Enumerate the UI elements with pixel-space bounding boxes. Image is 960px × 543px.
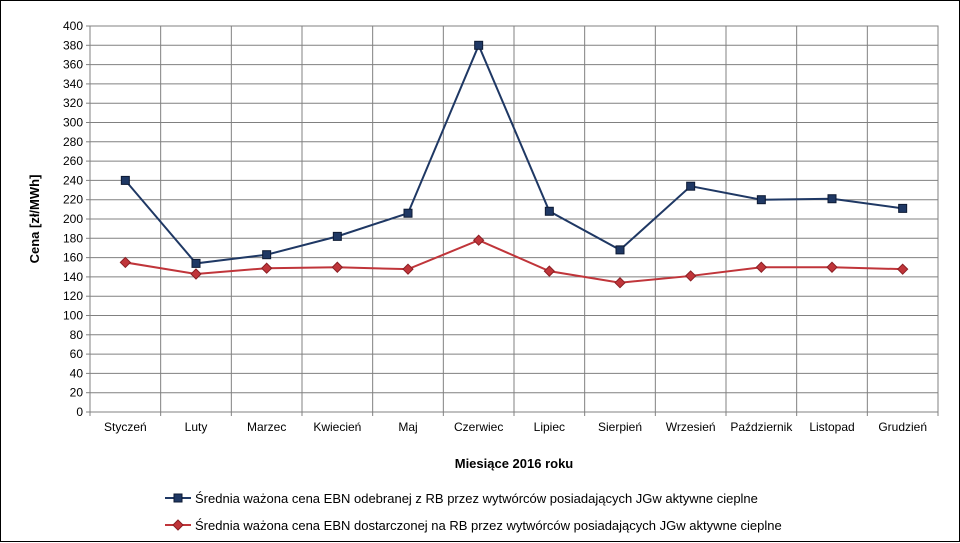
y-tick-label: 360 bbox=[63, 58, 83, 72]
y-tick-label: 240 bbox=[63, 173, 83, 187]
series-1-point bbox=[898, 203, 908, 213]
series-1-point bbox=[615, 245, 625, 255]
series-2-point bbox=[543, 265, 556, 277]
series-2-point bbox=[331, 261, 344, 273]
series-2-point bbox=[684, 270, 697, 282]
series-line-1 bbox=[124, 42, 903, 265]
y-tick-label: 80 bbox=[70, 328, 84, 342]
series-2-point bbox=[119, 256, 132, 269]
y-axis-title: Cena [zł/MWh] bbox=[27, 175, 42, 264]
series-1-point bbox=[403, 208, 413, 218]
x-tick-label: Sierpień bbox=[598, 420, 642, 434]
legend-label-2: Średnia ważona cena EBN dostarczonej na … bbox=[195, 518, 782, 533]
y-tick-label: 280 bbox=[63, 135, 83, 149]
y-tick-label: 40 bbox=[70, 366, 84, 380]
y-tick-label: 100 bbox=[63, 309, 83, 323]
series-1-point bbox=[191, 258, 201, 268]
series-2-point bbox=[614, 276, 626, 289]
x-axis-title: Miesiące 2016 roku bbox=[455, 456, 574, 471]
x-tick-label: Luty bbox=[185, 420, 208, 434]
legend-label-1: Średnia ważona cena EBN odebranej z RB p… bbox=[195, 491, 758, 506]
x-tick-label: Lipiec bbox=[534, 420, 565, 434]
series-1-point bbox=[827, 194, 837, 204]
y-tick-label: 220 bbox=[63, 193, 83, 207]
x-tick-label: Styczeń bbox=[104, 420, 147, 434]
y-tick-label: 320 bbox=[63, 96, 83, 110]
series-1-point bbox=[686, 181, 696, 191]
series-2-point bbox=[826, 261, 838, 273]
series-1-point bbox=[544, 206, 554, 216]
y-tick-label: 140 bbox=[63, 270, 83, 284]
x-tick-label: Maj bbox=[398, 420, 417, 434]
x-tick-label: Listopad bbox=[809, 420, 854, 434]
legend-marker-2 bbox=[172, 519, 184, 531]
series-2-point bbox=[402, 263, 414, 275]
y-tick-label: 0 bbox=[76, 405, 83, 419]
series-2-point bbox=[472, 234, 485, 246]
series-2-point bbox=[896, 263, 909, 275]
series-1-point bbox=[474, 40, 484, 50]
series-1-point bbox=[120, 175, 130, 185]
series-2-point bbox=[260, 262, 273, 274]
y-tick-label: 160 bbox=[63, 251, 83, 265]
y-tick-label: 120 bbox=[63, 289, 83, 303]
x-tick-label: Kwiecień bbox=[313, 420, 361, 434]
y-tick-label: 400 bbox=[63, 19, 83, 33]
series-2-point bbox=[190, 268, 202, 280]
x-tick-label: Wrzesień bbox=[666, 420, 716, 434]
y-tick-label: 300 bbox=[63, 116, 83, 130]
series-line-2 bbox=[125, 239, 903, 284]
series-1-point bbox=[332, 231, 342, 241]
x-tick-label: Czerwiec bbox=[454, 420, 503, 434]
y-tick-label: 340 bbox=[63, 77, 83, 91]
y-tick-label: 180 bbox=[63, 231, 83, 245]
x-tick-label: Październik bbox=[730, 420, 793, 434]
y-tick-label: 200 bbox=[63, 212, 83, 226]
x-tick-label: Grudzień bbox=[878, 420, 927, 434]
legend-marker-1 bbox=[173, 493, 183, 503]
x-tick-label: Marzec bbox=[247, 420, 286, 434]
y-tick-label: 20 bbox=[70, 386, 84, 400]
y-tick-label: 260 bbox=[63, 154, 83, 168]
series-2-point bbox=[755, 261, 768, 273]
y-tick-label: 380 bbox=[63, 38, 83, 52]
y-tick-label: 60 bbox=[70, 347, 84, 361]
series-1-point bbox=[262, 250, 272, 260]
series-1-point bbox=[756, 195, 766, 205]
